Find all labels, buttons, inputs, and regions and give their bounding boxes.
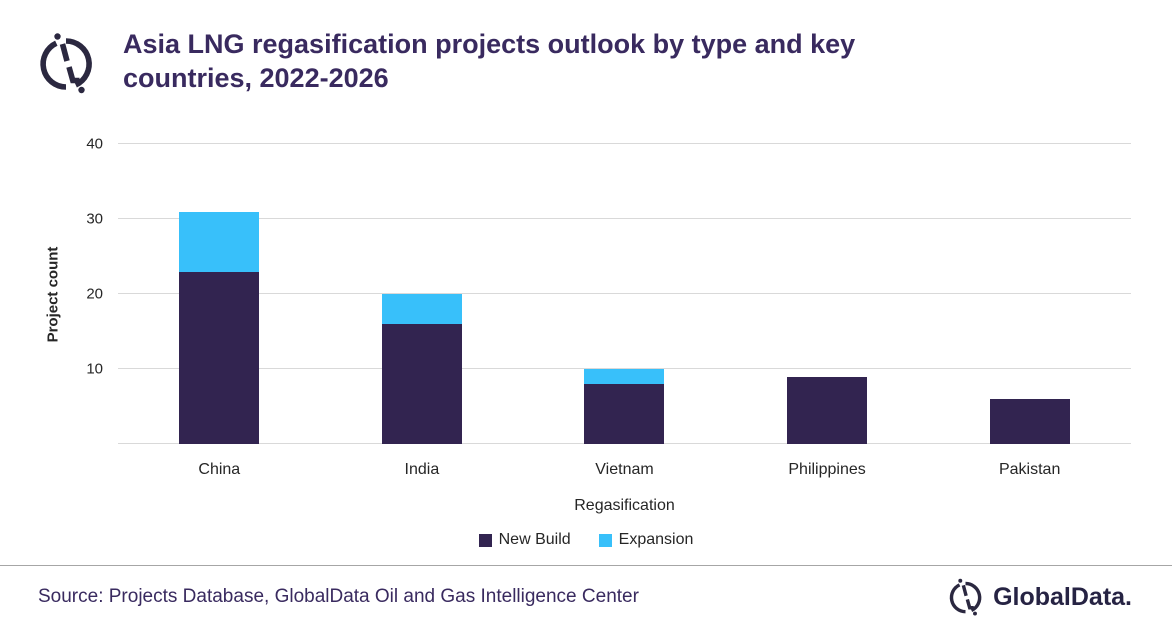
chart-legend: New Build Expansion — [0, 531, 1172, 549]
bar-stack-pakistan — [989, 399, 1070, 444]
bar-segment-expansion — [584, 369, 665, 384]
category-label-china: China — [198, 461, 241, 478]
bar-stack-philippines — [787, 376, 868, 444]
source-text: Source: Projects Database, GlobalData Oi… — [38, 586, 639, 607]
bar-segment-expansion — [381, 294, 462, 324]
bar-segment-new-build — [584, 384, 665, 444]
legend-label: New Build — [498, 531, 571, 548]
category-label-india: India — [404, 461, 440, 478]
page-title: Asia LNG regasification projects outlook… — [123, 27, 1083, 95]
category-label-vietnam: Vietnam — [595, 461, 654, 478]
x-axis-category-labels: China India Vietnam Philippines Pakistan — [118, 461, 1131, 479]
globaldata-compass-icon — [949, 578, 982, 616]
legend-item-expansion: Expansion — [598, 531, 694, 549]
bar-pakistan — [928, 144, 1131, 444]
y-tick-10: 10 — [86, 360, 103, 378]
gridline-10 — [118, 368, 1131, 369]
bar-segment-expansion — [179, 211, 260, 272]
bar-segment-new-build — [179, 271, 260, 444]
globaldata-brand: GlobalData. — [947, 578, 1132, 616]
gridline-20 — [118, 293, 1131, 294]
y-tick-30: 30 — [86, 210, 103, 228]
bar-segment-new-build — [787, 376, 868, 444]
legend-swatch-expansion — [598, 533, 612, 547]
legend-item-new-build: New Build — [478, 531, 571, 549]
bar-segment-new-build — [989, 399, 1070, 444]
y-tick-20: 20 — [86, 285, 103, 303]
category-label-philippines: Philippines — [788, 461, 866, 478]
category-label-pakistan: Pakistan — [998, 461, 1061, 478]
bar-china — [118, 144, 321, 444]
page-title-line2: countries, 2022-2026 — [123, 63, 389, 93]
bar-stack-china — [179, 211, 260, 444]
bar-segment-new-build — [381, 324, 462, 444]
footer: Source: Projects Database, GlobalData Oi… — [0, 565, 1172, 628]
bar-vietnam — [523, 144, 726, 444]
gridline-40 — [118, 143, 1131, 144]
bar-philippines — [726, 144, 929, 444]
globaldata-compass-icon — [40, 33, 92, 94]
plot-area — [118, 143, 1131, 444]
x-axis-title: Regasification — [574, 497, 675, 514]
page-title-line1: Asia LNG regasification projects outlook… — [123, 29, 856, 59]
legend-label: Expansion — [618, 531, 694, 548]
gridline-30 — [118, 218, 1131, 219]
brand-text: GlobalData. — [993, 582, 1132, 611]
bar-india — [321, 144, 524, 444]
bar-stack-india — [381, 294, 462, 444]
y-tick-40: 40 — [86, 135, 103, 153]
legend-swatch-new-build — [478, 533, 492, 547]
bar-stack-vietnam — [584, 369, 665, 444]
y-axis-ticks: 10 20 30 40 — [0, 136, 103, 444]
